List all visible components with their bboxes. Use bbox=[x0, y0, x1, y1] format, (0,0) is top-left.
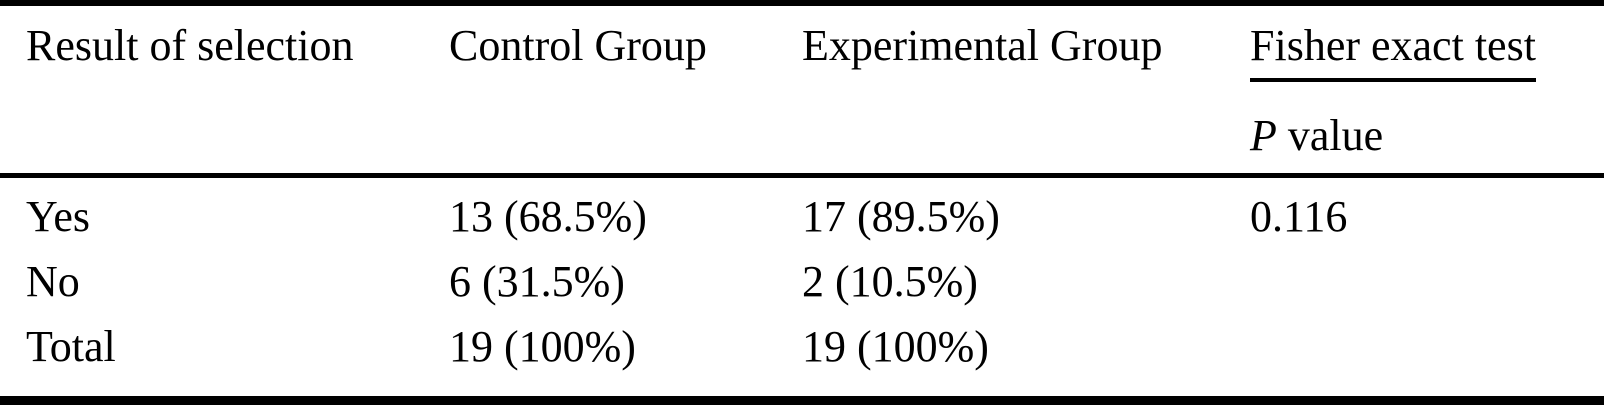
table-row-no: No 6 (31.5%) 2 (10.5%) bbox=[26, 249, 1604, 314]
col-header-fisher-exact-test: Fisher exact test P value bbox=[1250, 22, 1604, 173]
p-value bbox=[1250, 249, 1604, 314]
table-body: Yes 13 (68.5%) 17 (89.5%) 0.116 No 6 (31… bbox=[0, 178, 1604, 379]
table-row-total: Total 19 (100%) 19 (100%) bbox=[26, 314, 1604, 379]
experimental-group-value: 17 (89.5%) bbox=[802, 192, 1000, 241]
p-value bbox=[1250, 314, 1604, 379]
p-value: 0.116 bbox=[1250, 192, 1348, 241]
control-group-value: 6 (31.5%) bbox=[449, 257, 625, 306]
row-label: Total bbox=[26, 322, 116, 371]
col-header-result-of-selection: Result of selection bbox=[26, 21, 354, 70]
fisher-exact-test-label: Fisher exact test bbox=[1250, 22, 1536, 82]
experimental-group-value: 2 (10.5%) bbox=[802, 257, 978, 306]
p-value-subheader: P value bbox=[1250, 112, 1604, 160]
table-row-yes: Yes 13 (68.5%) 17 (89.5%) 0.116 bbox=[26, 184, 1604, 249]
row-label: No bbox=[26, 257, 80, 306]
p-value-subheader-rest: value bbox=[1276, 111, 1384, 160]
control-group-value: 19 (100%) bbox=[449, 322, 636, 371]
p-value-subheader-italic-p: P bbox=[1250, 111, 1277, 160]
col-header-experimental-group: Experimental Group bbox=[802, 21, 1163, 70]
control-group-value: 13 (68.5%) bbox=[449, 192, 647, 241]
table-header-row: Result of selection Control Group Experi… bbox=[0, 6, 1604, 178]
col-header-control-group: Control Group bbox=[449, 21, 707, 70]
row-label: Yes bbox=[26, 192, 91, 241]
experimental-group-value: 19 (100%) bbox=[802, 322, 989, 371]
